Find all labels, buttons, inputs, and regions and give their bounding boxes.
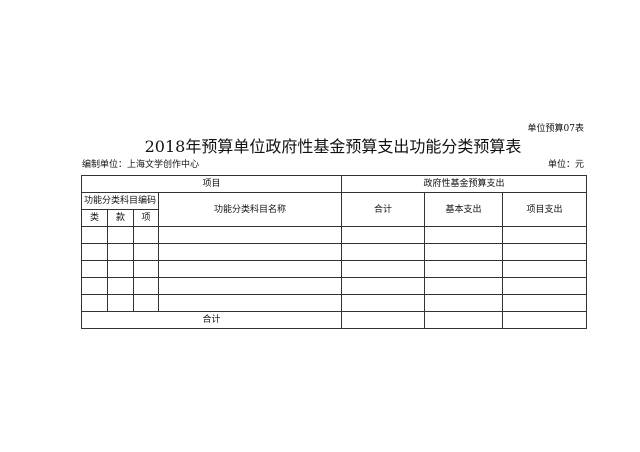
table-cell [81, 260, 108, 278]
table-cell [424, 226, 504, 244]
table-row [81, 294, 588, 312]
table-cell [157, 294, 343, 312]
table-cell [133, 277, 159, 295]
table-cell [81, 277, 108, 295]
header-fund: 政府性基金预算支出 [341, 175, 588, 193]
header-kuan: 款 [107, 209, 134, 227]
header-name: 功能分类科目名称 [157, 192, 343, 227]
total-cell [502, 311, 588, 329]
table-cell [81, 243, 108, 261]
header-xiang: 项 [133, 209, 159, 227]
header-project: 项目支出 [502, 192, 588, 227]
total-cell [341, 311, 426, 329]
table-row [81, 243, 588, 261]
table-cell [81, 226, 108, 244]
header-item: 项目 [80, 175, 343, 193]
table-cell [502, 277, 588, 295]
unit-label: 单位：元 [547, 160, 584, 170]
table-cell [341, 277, 426, 295]
total-label: 合计 [80, 311, 343, 329]
table-cell [502, 294, 588, 312]
table-cell [81, 294, 108, 312]
table-cell [157, 243, 343, 261]
table-cell [424, 243, 504, 261]
table-cell [424, 260, 504, 278]
page-title: 2018年预算单位政府性基金预算支出功能分类预算表 [144, 137, 522, 156]
table-row [81, 260, 588, 278]
header-lei: 类 [81, 209, 108, 227]
table-cell [341, 294, 426, 312]
budget-table: 项目 政府性基金预算支出 功能分类科目编码 功能分类科目名称 合计 基本支出 项… [80, 175, 588, 329]
table-cell [502, 243, 588, 261]
table-cell [341, 260, 426, 278]
table-cell [133, 243, 159, 261]
table-row [81, 226, 588, 244]
table-cell [502, 226, 588, 244]
table-cell [157, 226, 343, 244]
header-code: 功能分类科目编码 [81, 192, 159, 210]
header-basic: 基本支出 [424, 192, 504, 227]
table-cell [107, 294, 134, 312]
table-row [81, 277, 588, 295]
table-cell [341, 226, 426, 244]
form-number: 单位预算07表 [527, 124, 584, 134]
table-cell [424, 294, 504, 312]
total-cell [424, 311, 504, 329]
table-cell [424, 277, 504, 295]
table-cell [341, 243, 426, 261]
table-cell [133, 226, 159, 244]
table-cell [157, 260, 343, 278]
header-total: 合计 [341, 192, 426, 227]
total-row: 合计 [80, 311, 588, 329]
table-cell [502, 260, 588, 278]
org-label: 编制单位：上海文学创作中心 [82, 160, 200, 170]
table-cell [107, 243, 134, 261]
table-cell [107, 277, 134, 295]
table-cell [133, 260, 159, 278]
table-cell [133, 294, 159, 312]
table-cell [107, 226, 134, 244]
table-cell [107, 260, 134, 278]
table-cell [157, 277, 343, 295]
